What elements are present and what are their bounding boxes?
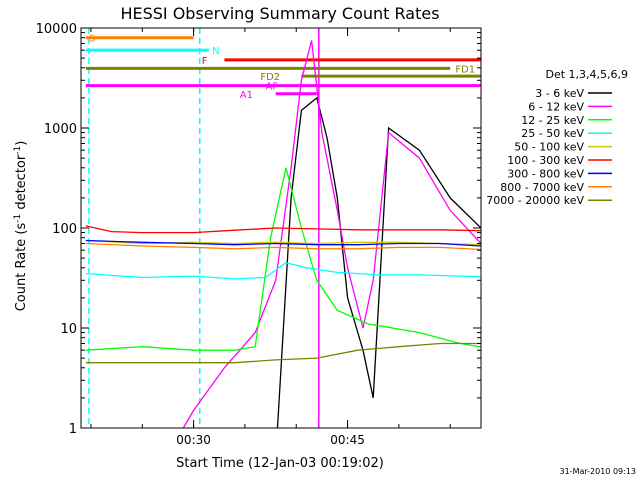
legend-label-4: 50 - 100 keV <box>514 141 584 154</box>
y-tick-label-0: 1 <box>69 422 77 437</box>
flag-label-n: N <box>212 46 219 57</box>
legend-label-0: 3 - 6 keV <box>535 87 584 100</box>
y-axis-label-exponent-2: -1 <box>13 146 23 155</box>
legend-label-2: 12 - 25 keV <box>521 114 584 127</box>
y-axis-label-end: ) <box>14 141 29 146</box>
axes: 00:30 00:45 1 10 100 1000 10000 <box>36 22 481 447</box>
legend-label-8: 7000 - 20000 keV <box>486 194 584 207</box>
y-tick-label-3: 1000 <box>44 122 77 137</box>
legend-label-5: 100 - 300 keV <box>507 154 584 167</box>
y-axis-label-middle: detector <box>14 154 29 214</box>
series-line-6 <box>85 239 481 247</box>
flag-label-af: AF <box>265 82 278 93</box>
y-tick-label-4: 10000 <box>36 22 77 37</box>
series-line-0 <box>276 96 481 428</box>
y-tick-label-2: 100 <box>52 222 77 237</box>
flag-label-fd1: FD1 <box>455 64 475 75</box>
x-tick-label-1: 00:45 <box>330 433 365 447</box>
flag-label-fd2: FD2 <box>260 72 280 83</box>
series-line-8 <box>85 342 481 364</box>
flag-label-a1: A1 <box>240 90 253 101</box>
y-axis-label: Count Rate (s-1 detector-1) <box>13 141 29 312</box>
x-tick-label-0: 00:30 <box>176 433 211 447</box>
series-line-2 <box>85 167 481 351</box>
series-line-1 <box>182 40 481 428</box>
legend-title: Det 1,3,4,5,6,9 <box>545 68 628 81</box>
legend-label-1: 6 - 12 keV <box>528 100 584 113</box>
y-axis-label-main: Count Rate (s <box>14 223 29 312</box>
series-line-3 <box>85 261 481 280</box>
legend-label-3: 25 - 50 keV <box>521 127 584 140</box>
series-line-5 <box>85 225 481 234</box>
legend-label-7: 800 - 7000 keV <box>500 181 584 194</box>
x-axis-label: Start Time (12-Jan-03 00:19:02) <box>176 456 384 471</box>
legend-label-6: 300 - 800 keV <box>507 167 584 180</box>
plot-content <box>85 28 481 428</box>
series-line-4 <box>85 239 481 246</box>
y-tick-label-1: 10 <box>60 322 77 337</box>
flag-label-s: S <box>89 34 95 45</box>
flag-label-f: F <box>202 56 208 67</box>
footer-timestamp: 31-Mar-2010 09:13 <box>560 467 637 476</box>
y-axis-label-exponent-1: -1 <box>13 214 23 223</box>
series-line-7 <box>85 242 481 251</box>
chart-title: HESSI Observing Summary Count Rates <box>120 4 439 23</box>
